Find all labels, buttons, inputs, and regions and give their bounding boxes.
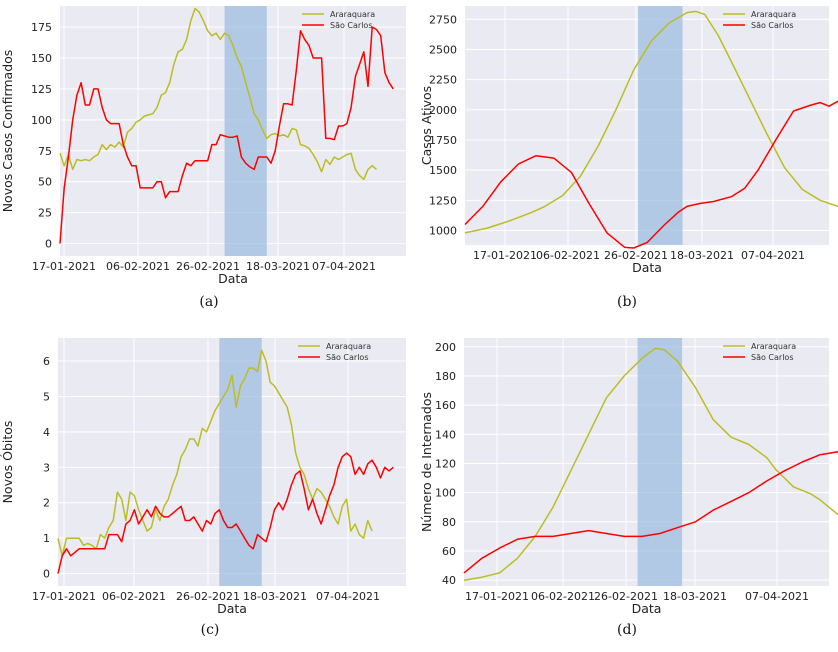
chart-b: 1000 1250 1500 1750 2000 2250 2500 2750 17-01-20…	[419, 6, 838, 275]
legend-label: Araraquara	[330, 10, 375, 19]
series-line-sao-carlos	[464, 100, 838, 249]
series-line-sao-carlos	[57, 452, 394, 574]
y-axis-label: Casos Ativos	[419, 86, 434, 165]
x-tick-label: 07-04-2021	[312, 260, 376, 273]
y-tick-label: 25	[38, 207, 52, 220]
caption-a: (a)	[199, 294, 219, 310]
series-line-araraquara	[464, 10, 838, 234]
y-tick-label: 4	[43, 426, 50, 439]
x-tick-label: 17-01-2021	[32, 260, 96, 273]
y-tick-label: 1000	[429, 225, 457, 238]
series-line-sao-carlos	[463, 451, 838, 574]
y-tick-label: 1750	[429, 134, 457, 147]
y-axis-label: Número de Internados	[419, 392, 434, 532]
y-tick-label: 1250	[429, 194, 457, 207]
series-line-araraquara	[59, 7, 377, 181]
x-axis-label: Data	[218, 271, 248, 286]
legend-label: São Carlos	[326, 353, 368, 362]
legend-label: Araraquara	[751, 342, 796, 351]
x-tick-label: 17-01-2021	[473, 249, 537, 262]
x-tick-label: 07-04-2021	[316, 590, 380, 603]
y-tick-label: 80	[442, 516, 456, 529]
y-tick-label: 6	[43, 355, 50, 368]
chart-a: 0 25 50 75 100 125 150 175 17-01-2021 06-02-2021 2…	[0, 6, 406, 286]
x-tick-label: 06-02-2021	[106, 260, 170, 273]
x-tick-label: 26-02-2021	[594, 590, 658, 603]
y-tick-label: 160	[435, 399, 456, 412]
y-tick-label: 2	[43, 497, 50, 510]
legend-label: São Carlos	[330, 21, 372, 30]
x-tick-label: 18-03-2021	[243, 590, 307, 603]
y-tick-label: 2500	[429, 43, 457, 56]
y-tick-label: 150	[31, 52, 52, 65]
series-line-araraquara	[463, 347, 838, 581]
chart-panel-d: 40 60 80 100 120 140 160 180 200 17-01-2021 06-02-…	[419, 326, 838, 652]
y-tick-label: 140	[435, 428, 456, 441]
x-tick-label: 26-02-2021	[176, 590, 240, 603]
chart-d: 40 60 80 100 120 140 160 180 200 17-01-2021 06-02-…	[419, 338, 838, 616]
x-tick-label: 06-02-2021	[536, 249, 600, 262]
chart-panel-c: 0 1 2 3 4 5 6 17-01-2021 06-02-2021 26-02-2021 18-…	[0, 326, 419, 652]
y-tick-label: 0	[43, 568, 50, 581]
x-tick-label: 18-03-2021	[663, 590, 727, 603]
chart-c: 0 1 2 3 4 5 6 17-01-2021 06-02-2021 26-02-2021 18-…	[0, 338, 406, 616]
y-tick-label: 2750	[429, 13, 457, 26]
y-tick-label: 2000	[429, 104, 457, 117]
y-tick-label: 200	[435, 341, 456, 354]
y-tick-label: 75	[38, 145, 52, 158]
legend-label: Araraquara	[751, 10, 796, 19]
x-tick-label: 06-02-2021	[531, 590, 595, 603]
legend-label: São Carlos	[751, 21, 793, 30]
series-line-araraquara	[57, 349, 373, 557]
y-tick-label: 175	[31, 21, 52, 34]
y-tick-label: 100	[435, 487, 456, 500]
y-tick-label: 5	[43, 390, 50, 403]
x-axis-label: Data	[632, 601, 662, 616]
y-axis-label: Novos Casos Confirmados	[0, 50, 15, 213]
y-tick-label: 2250	[429, 74, 457, 87]
highlight-band	[637, 338, 683, 586]
x-tick-label: 06-02-2021	[102, 590, 166, 603]
y-tick-label: 120	[435, 457, 456, 470]
y-tick-label: 1500	[429, 164, 457, 177]
y-tick-label: 50	[38, 176, 52, 189]
x-tick-label: 26-02-2021	[176, 260, 240, 273]
y-tick-label: 60	[442, 545, 456, 558]
chart-panel-a: 0 25 50 75 100 125 150 175 17-01-2021 06-02-2021 2…	[0, 0, 419, 326]
y-tick-label: 0	[45, 238, 52, 251]
caption-c: (c)	[200, 622, 220, 638]
x-tick-label: 18-03-2021	[670, 249, 734, 262]
x-axis-label: Data	[217, 601, 247, 616]
x-tick-label: 07-04-2021	[741, 249, 805, 262]
y-axis-label: Novos Óbitos	[0, 421, 15, 504]
legend-label: São Carlos	[751, 353, 793, 362]
y-tick-label: 1	[43, 532, 50, 545]
chart-panel-b: 1000 1250 1500 1750 2000 2250 2500 2750 17-01-20…	[419, 0, 838, 326]
y-tick-label: 125	[31, 83, 52, 96]
y-tick-label: 3	[43, 461, 50, 474]
x-tick-label: 17-01-2021	[465, 590, 529, 603]
highlight-band	[638, 6, 683, 245]
x-tick-label: 17-01-2021	[32, 590, 96, 603]
y-tick-label: 40	[442, 574, 456, 587]
x-tick-label: 26-02-2021	[604, 249, 668, 262]
x-tick-label: 07-04-2021	[745, 590, 809, 603]
y-tick-label: 100	[31, 114, 52, 127]
x-tick-label: 18-03-2021	[246, 260, 310, 273]
caption-d: (d)	[617, 622, 637, 638]
legend-label: Araraquara	[326, 342, 371, 351]
highlight-band	[224, 6, 267, 256]
caption-b: (b)	[617, 294, 637, 310]
y-tick-label: 180	[435, 370, 456, 383]
series-line-sao-carlos	[59, 26, 394, 244]
x-axis-label: Data	[632, 260, 662, 275]
highlight-band	[219, 338, 262, 586]
